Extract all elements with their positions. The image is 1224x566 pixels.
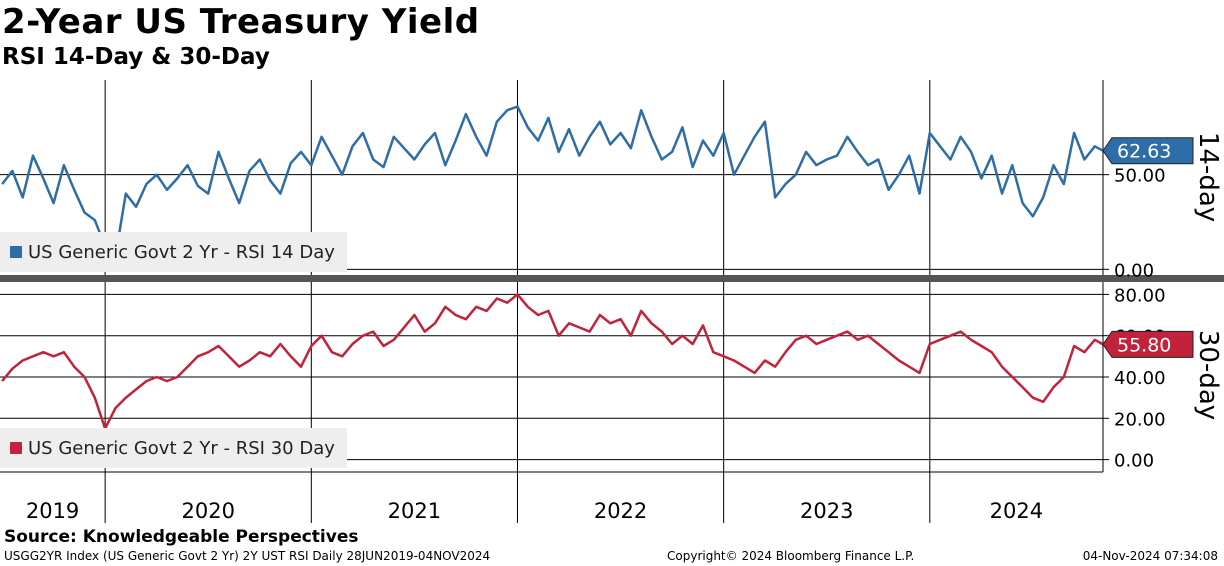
series-line-rsi30 (1, 293, 1104, 430)
last-value-tag-rsi14 (1102, 137, 1194, 165)
y-tick-label: 0.00 (1114, 260, 1154, 281)
footer-timestamp: 04-Nov-2024 07:34:08 (1082, 549, 1218, 563)
legend-label-rsi14: US Generic Govt 2 Yr - RSI 14 Day (28, 241, 335, 263)
last-value-tag-rsi30 (1102, 330, 1194, 358)
panel-label-30day: 30-day (1193, 329, 1224, 421)
series-line-rsi14 (1, 105, 1104, 258)
footer-copyright: Copyright© 2024 Bloomberg Finance L.P. (667, 549, 915, 563)
legend-swatch-rsi14 (10, 246, 22, 258)
chart-subtitle: RSI 14-Day & 30-Day (2, 44, 270, 70)
x-tick-label: 2020 (182, 499, 235, 523)
y-tick-label: 50.00 (1114, 166, 1166, 187)
y-tick-label: 20.00 (1114, 409, 1166, 430)
x-tick-label: 2022 (594, 499, 647, 523)
legend-rsi14: US Generic Govt 2 Yr - RSI 14 Day (0, 232, 347, 272)
footer-ticker: USGG2YR Index (US Generic Govt 2 Yr) 2Y … (4, 549, 491, 563)
last-value-label-rsi14: 62.63 (1117, 141, 1171, 163)
x-tick-label: 2024 (990, 499, 1043, 523)
y-tick-label: 80.00 (1114, 285, 1166, 306)
last-value-label-rsi30: 55.80 (1117, 334, 1171, 356)
y-tick-label: 0.00 (1114, 451, 1154, 472)
x-tick-label: 2019 (26, 499, 79, 523)
legend-swatch-rsi30 (10, 442, 22, 454)
x-tick-label: 2023 (800, 499, 853, 523)
x-tick-label: 2021 (388, 499, 441, 523)
y-tick-label: 40.00 (1114, 368, 1166, 389)
source-note: Source: Knowledgeable Perspectives (4, 527, 359, 547)
chart-area: 0.0050.0062.630.0020.0040.0060.0080.0055… (0, 80, 1224, 523)
chart-title: 2-Year US Treasury Yield (2, 2, 480, 42)
panel-label-14day: 14-day (1193, 131, 1224, 223)
panel-separator (0, 275, 1224, 282)
legend-rsi30: US Generic Govt 2 Yr - RSI 30 Day (0, 428, 347, 468)
legend-label-rsi30: US Generic Govt 2 Yr - RSI 30 Day (28, 437, 335, 459)
